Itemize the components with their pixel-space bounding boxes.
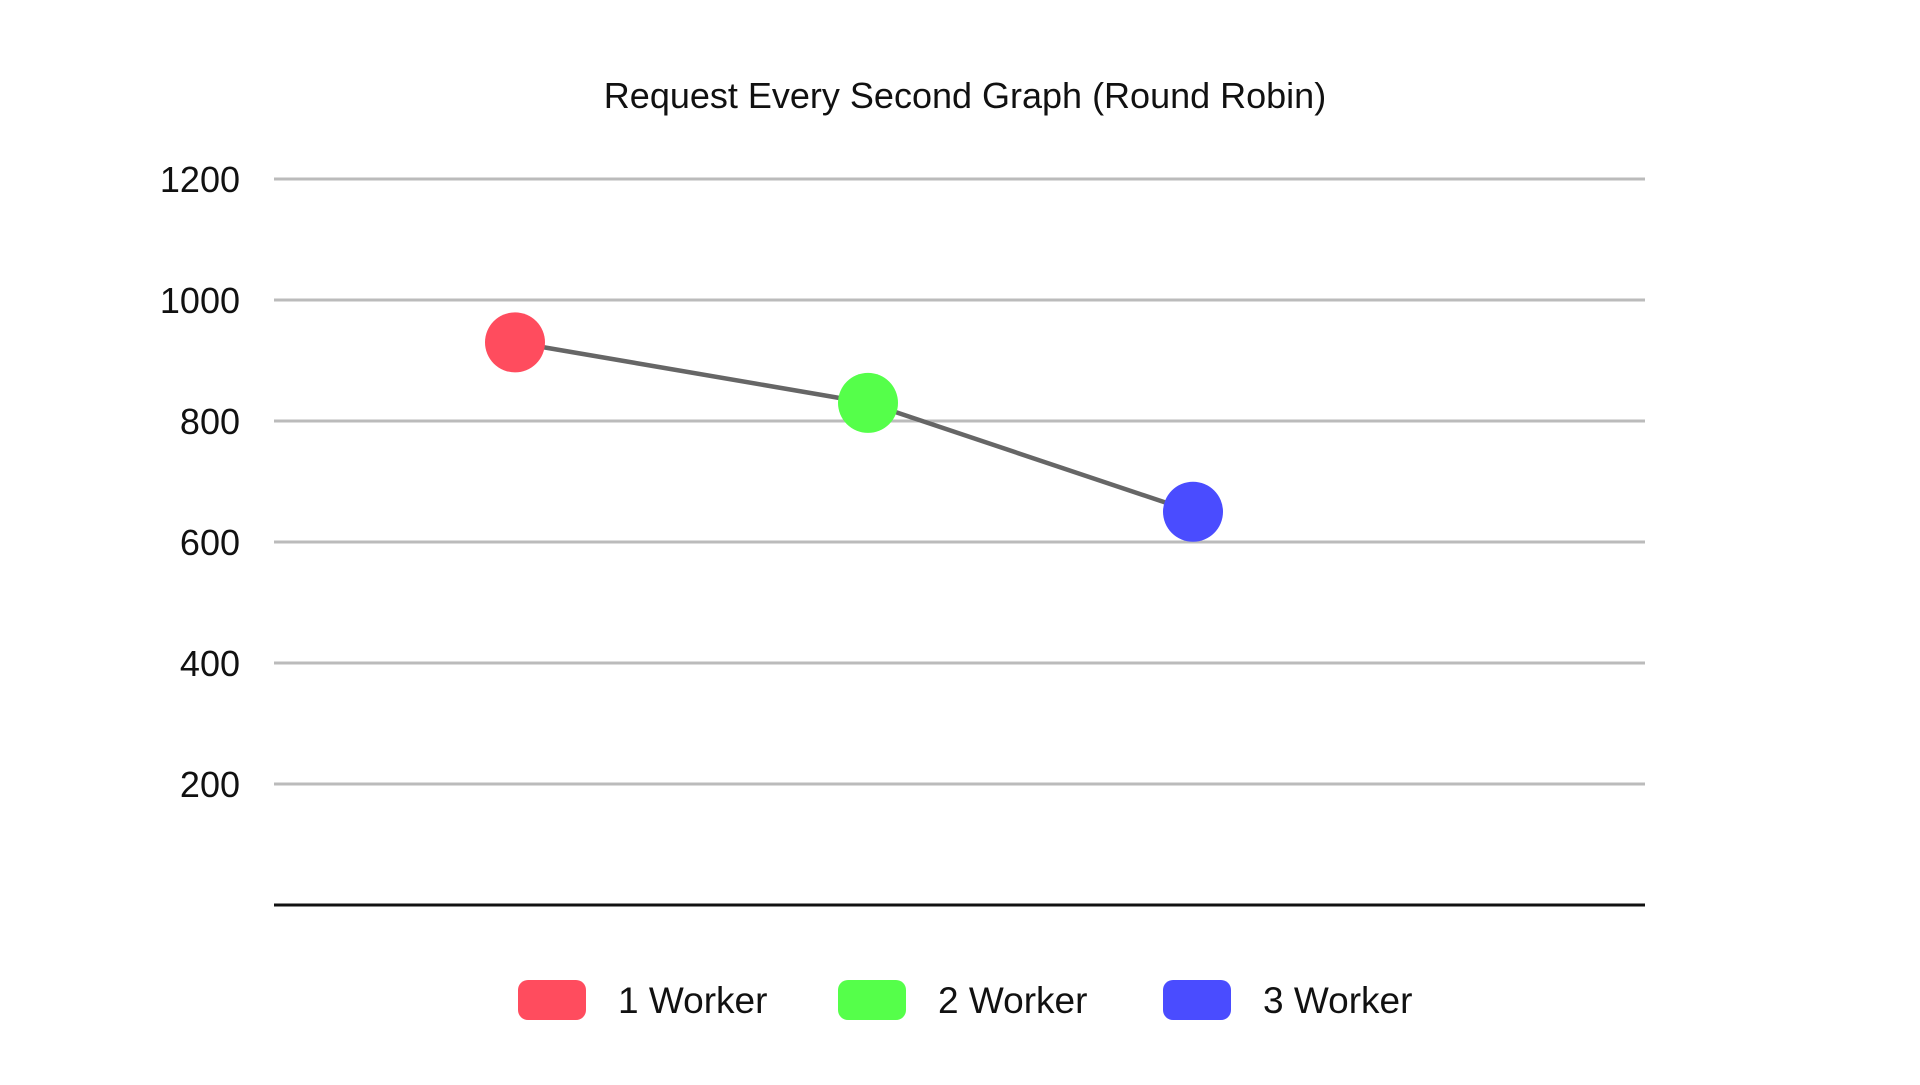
legend-label-1: 1 Worker	[618, 980, 767, 1021]
series-line-segment	[867, 400, 1194, 514]
legend-label-2: 2 Worker	[938, 980, 1087, 1021]
data-point-1	[485, 312, 545, 373]
y-tick-label: 200	[180, 764, 240, 805]
legend-swatch-2	[838, 980, 906, 1020]
data-point-2	[838, 372, 898, 433]
y-tick-label: 400	[180, 643, 240, 684]
data-points	[485, 312, 1223, 542]
gridlines	[274, 177, 1645, 786]
y-tick-label: 1000	[160, 280, 240, 321]
legend-swatch-3	[1163, 980, 1231, 1020]
y-axis-tick-labels: 200 400 600 800 1000 1200	[160, 159, 240, 805]
legend-swatch-1	[518, 980, 586, 1020]
legend-label-3: 3 Worker	[1263, 980, 1412, 1021]
series-line	[514, 340, 1194, 514]
y-tick-label: 800	[180, 401, 240, 442]
y-tick-label: 1200	[160, 159, 240, 200]
data-point-3	[1163, 481, 1223, 542]
chart-title: Request Every Second Graph (Round Robin)	[604, 75, 1326, 116]
series-line-segment	[514, 340, 869, 406]
legend: 1 Worker 2 Worker 3 Worker	[518, 980, 1412, 1021]
y-tick-label: 600	[180, 522, 240, 563]
